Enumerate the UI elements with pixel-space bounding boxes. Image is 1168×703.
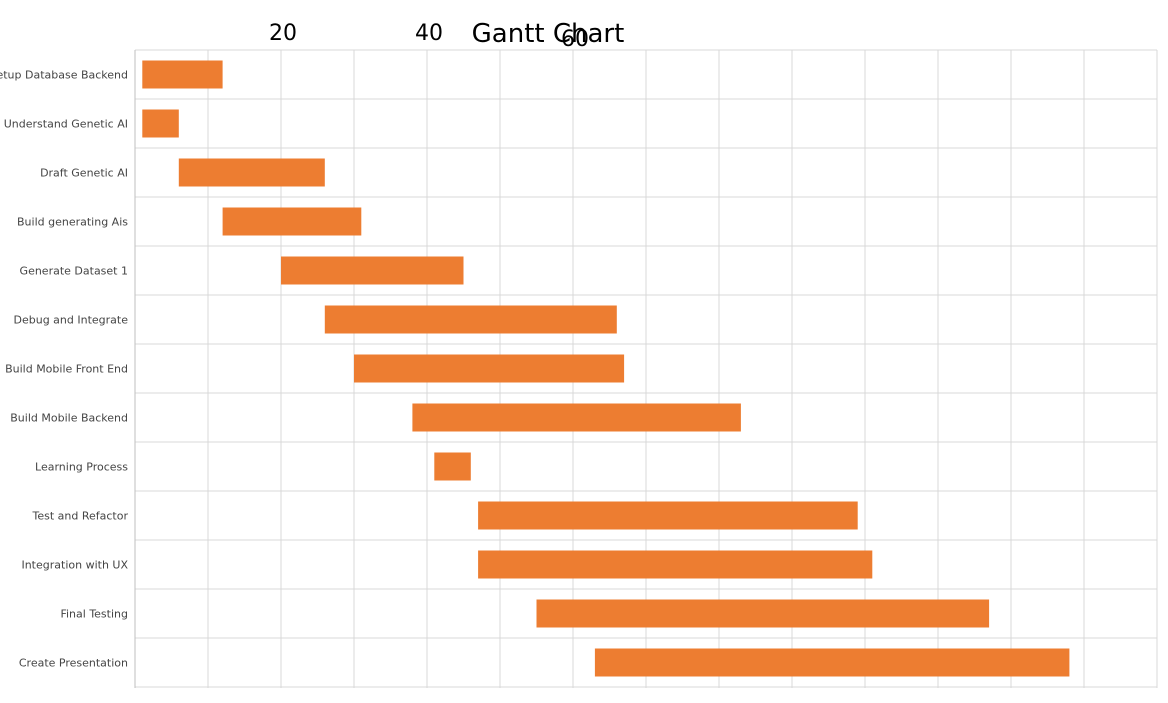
chart-title: Gantt Chart — [472, 19, 625, 49]
task-bar — [354, 354, 625, 383]
task-bar — [434, 452, 471, 481]
task-label: Generate Dataset 1 — [20, 265, 128, 278]
task-label: Learning Process — [35, 461, 128, 474]
task-bar — [412, 403, 741, 432]
task-label: Final Testing — [60, 608, 128, 621]
task-bar — [178, 158, 325, 187]
task-bar — [222, 207, 362, 236]
task-label: Draft Genetic AI — [40, 167, 128, 180]
task-label: Understand Genetic AI — [4, 118, 128, 131]
task-bar — [478, 550, 873, 579]
task-bar — [281, 256, 464, 285]
grid — [134, 49, 1158, 688]
task-label: Build Mobile Front End — [5, 363, 128, 376]
task-bar — [142, 109, 179, 138]
task-bar — [324, 305, 617, 334]
task-label: Debug and Integrate — [14, 314, 129, 327]
task-bar — [536, 599, 990, 628]
task-label: Create Presentation — [19, 657, 128, 670]
task-label: Build generating Ais — [17, 216, 128, 229]
x-tick-labels: 20 40 60 — [269, 21, 589, 52]
task-labels: Setup Database Backend Understand Genetic… — [0, 69, 128, 670]
task-bar — [478, 501, 858, 530]
task-bars — [142, 60, 1070, 677]
x-tick-label: 20 — [269, 21, 297, 46]
task-label: Integration with UX — [21, 559, 128, 572]
task-bar — [594, 648, 1070, 677]
task-label: Build Mobile Backend — [10, 412, 128, 425]
x-tick-label: 60 — [561, 27, 589, 52]
task-label: Setup Database Backend — [0, 69, 128, 82]
task-bar — [142, 60, 223, 89]
task-label: Test and Refactor — [32, 510, 129, 523]
x-tick-label: 40 — [415, 21, 443, 46]
